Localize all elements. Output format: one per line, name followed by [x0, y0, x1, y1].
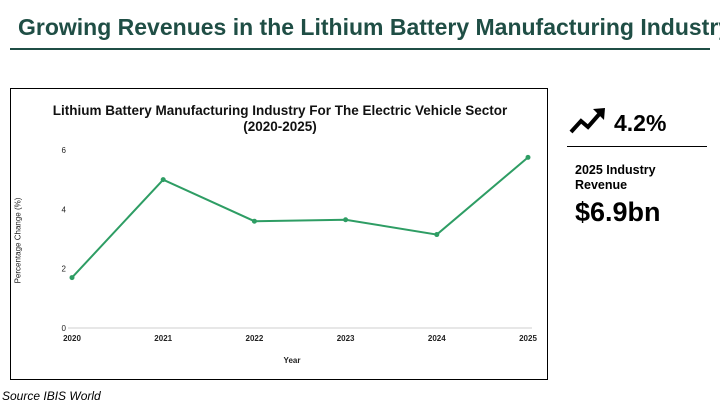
x-tick-label: 2022	[246, 334, 264, 343]
y-tick-label: 0	[62, 324, 67, 333]
source-note: Source IBIS World	[2, 389, 101, 403]
revenue-value: $6.9bn	[575, 197, 661, 227]
chart-panel: Lithium Battery Manufacturing Industry F…	[10, 88, 548, 380]
data-point	[434, 232, 440, 238]
chart-title-line-1: Lithium Battery Manufacturing Industry F…	[52, 103, 508, 118]
data-point	[343, 217, 349, 223]
x-tick-label: 2020	[63, 334, 81, 343]
x-axis-label: Year	[283, 356, 301, 365]
kpi-divider	[567, 146, 707, 147]
x-tick-label: 2021	[154, 334, 172, 343]
series-line	[71, 156, 529, 279]
title-divider	[10, 48, 710, 50]
revenue-label: 2025 Industry Revenue	[575, 163, 656, 192]
chart-title: Lithium Battery Manufacturing Industry F…	[11, 103, 549, 135]
line-chart: 0 2 4 6 2020 2021 2022 2023 2024 2025	[62, 146, 538, 343]
data-point	[160, 177, 166, 183]
y-tick-label: 6	[62, 146, 67, 155]
slide-title: Growing Revenues in the Lithium Battery …	[18, 14, 720, 40]
chart-title-line-2: (2020-2025)	[243, 119, 317, 134]
data-point	[251, 218, 257, 224]
x-tick-label: 2023	[337, 334, 355, 343]
data-point	[69, 275, 75, 281]
y-axis-label: Percentage Change (%)	[13, 197, 23, 284]
trending-up-icon	[569, 108, 605, 134]
x-tick-label: 2025	[519, 334, 537, 343]
data-point	[525, 154, 531, 160]
x-tick-label: 2024	[428, 334, 446, 343]
y-tick-label: 2	[62, 265, 67, 274]
growth-value: 4.2%	[614, 110, 667, 136]
y-tick-label: 4	[62, 205, 67, 214]
